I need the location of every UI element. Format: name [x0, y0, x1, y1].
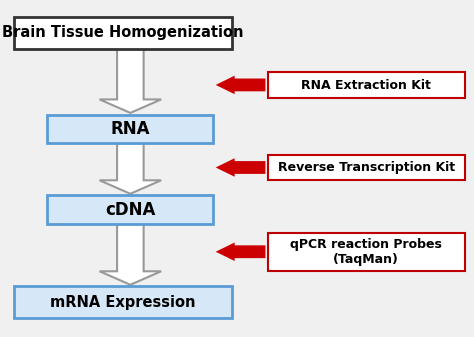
- Text: qPCR reaction Probes
(TaqMan): qPCR reaction Probes (TaqMan): [290, 238, 442, 266]
- Polygon shape: [100, 49, 161, 113]
- FancyBboxPatch shape: [47, 195, 213, 224]
- FancyBboxPatch shape: [268, 72, 465, 98]
- Polygon shape: [100, 224, 161, 285]
- Text: mRNA Expression: mRNA Expression: [51, 295, 196, 310]
- FancyBboxPatch shape: [268, 233, 465, 271]
- FancyBboxPatch shape: [268, 155, 465, 180]
- Text: RNA: RNA: [110, 120, 150, 138]
- Polygon shape: [216, 158, 265, 177]
- Polygon shape: [216, 243, 265, 261]
- FancyBboxPatch shape: [14, 17, 232, 49]
- Text: Brain Tissue Homogenization: Brain Tissue Homogenization: [2, 25, 244, 40]
- FancyBboxPatch shape: [14, 286, 232, 318]
- Polygon shape: [216, 75, 265, 94]
- Polygon shape: [100, 143, 161, 194]
- Text: cDNA: cDNA: [105, 201, 155, 219]
- Text: Reverse Transcription Kit: Reverse Transcription Kit: [278, 161, 455, 174]
- Text: RNA Extraction Kit: RNA Extraction Kit: [301, 79, 431, 92]
- FancyBboxPatch shape: [47, 115, 213, 143]
